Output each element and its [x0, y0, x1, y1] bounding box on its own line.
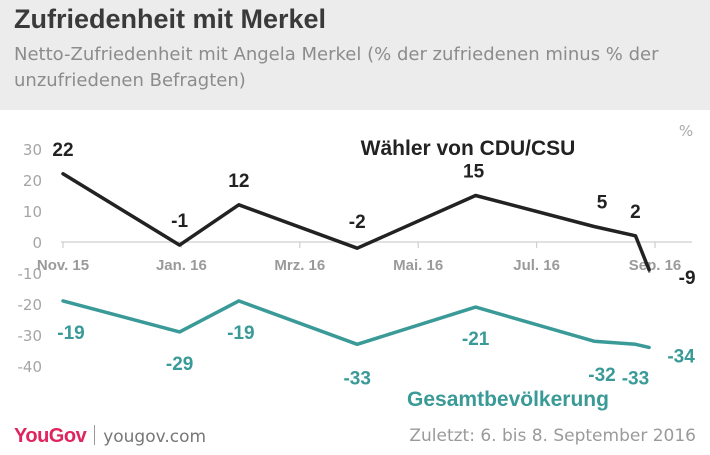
data-label: -34 [667, 346, 695, 367]
data-label: -33 [622, 368, 649, 389]
line-chart: % 30 20 10 0 -10 -20 -30 -40 Nov. 15 Jan. 16 Mrz. 1… [18, 122, 696, 411]
data-label: -1 [171, 211, 188, 232]
y-tick-label: 30 [23, 141, 42, 159]
source-note: Zuletzt: 6. bis 8. September 2016 [409, 426, 696, 446]
data-label: -33 [343, 368, 370, 389]
y-tick-label: -10 [18, 265, 43, 283]
data-label: 2 [630, 202, 641, 223]
data-label: 12 [228, 171, 249, 192]
unit-label: % [679, 122, 693, 140]
y-tick-label: -40 [18, 358, 43, 376]
y-tick-label: 10 [23, 203, 42, 221]
y-tick-label: -30 [18, 327, 43, 345]
series-name-label: Gesamtbevölkerung [407, 388, 609, 411]
header: Zufriedenheit mit Merkel Netto-Zufrieden… [0, 0, 710, 110]
chart-title: Zufriedenheit mit Merkel [14, 4, 327, 34]
x-tick-label: Jan. 16 [156, 257, 207, 274]
data-label: -32 [588, 365, 615, 386]
website-link[interactable]: yougov.com [103, 427, 207, 447]
x-tick-label: Sep. 16 [629, 257, 682, 274]
y-tick-label: 20 [23, 172, 42, 190]
chart-subtitle: Netto-Zufriedenheit mit Angela Merkel (%… [14, 44, 659, 91]
x-tick-label: Jul. 16 [513, 257, 560, 274]
x-tick-label: Mrz. 16 [274, 257, 325, 274]
yougov-logo: YouGov [14, 425, 87, 447]
data-label: 22 [52, 140, 73, 161]
x-tick-label: Mai. 16 [393, 257, 443, 274]
series-line-cdu-csu [61, 172, 651, 272]
data-label: -9 [679, 268, 696, 289]
data-label: -29 [166, 354, 193, 375]
data-label: -19 [57, 323, 84, 344]
y-tick-label: 0 [32, 234, 42, 252]
data-label: -2 [349, 212, 366, 233]
y-tick-label: -20 [18, 296, 43, 314]
series-name-label: Wähler von CDU/CSU [361, 137, 576, 160]
footer-branding: YouGov yougov.com [14, 425, 206, 448]
series-line-gesamt [61, 299, 651, 350]
data-label: -19 [227, 323, 254, 344]
logo-divider [94, 425, 96, 445]
x-tick-label: Nov. 15 [37, 257, 89, 274]
data-label: 5 [597, 193, 608, 214]
data-label: -21 [462, 329, 490, 350]
data-label: 15 [463, 162, 485, 183]
